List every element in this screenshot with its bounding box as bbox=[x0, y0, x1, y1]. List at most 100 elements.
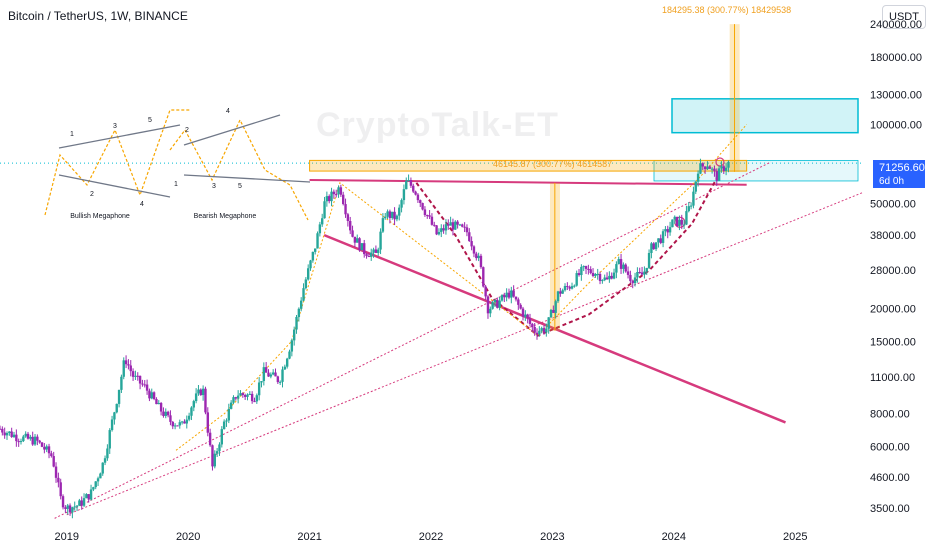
y-axis-label: 11000.00 bbox=[870, 372, 915, 384]
candle-body bbox=[433, 224, 436, 226]
candle-body bbox=[470, 241, 473, 247]
candle-body bbox=[715, 171, 718, 181]
candle-body bbox=[542, 328, 546, 333]
candle-body bbox=[717, 168, 721, 181]
candle-body bbox=[498, 300, 501, 308]
y-axis-label: 38000.00 bbox=[870, 230, 916, 242]
candle-body bbox=[493, 299, 497, 303]
candle-body bbox=[568, 286, 571, 289]
candle-body bbox=[201, 388, 205, 396]
candle-body bbox=[370, 252, 373, 257]
candle-body bbox=[297, 308, 301, 318]
support-line-upper bbox=[54, 161, 772, 519]
candle-body bbox=[138, 375, 142, 384]
candle-body bbox=[222, 421, 226, 430]
candle-body bbox=[54, 466, 58, 478]
y-axis-label: 20000.00 bbox=[870, 304, 916, 316]
target-measurement-label: 184295.38 (300.77%) 18429538 bbox=[662, 5, 791, 15]
candle-body bbox=[257, 382, 261, 396]
candle-body bbox=[682, 224, 686, 226]
candle-body bbox=[59, 482, 62, 497]
candle-body bbox=[505, 292, 508, 298]
candle-body bbox=[372, 249, 375, 253]
candle-body bbox=[570, 286, 574, 289]
candle-body bbox=[218, 444, 221, 452]
candle-body bbox=[652, 243, 655, 250]
candle-body bbox=[650, 243, 653, 253]
candle-body bbox=[255, 395, 259, 402]
candle-body bbox=[103, 458, 107, 463]
candle-body bbox=[33, 436, 37, 445]
candle-body bbox=[608, 275, 611, 280]
candle-body bbox=[134, 375, 137, 377]
currency-button[interactable]: USDT bbox=[882, 5, 926, 29]
candle-body bbox=[479, 255, 483, 268]
candle-body bbox=[561, 290, 564, 294]
support-line-lower bbox=[66, 192, 863, 516]
candle-body bbox=[38, 440, 41, 443]
pattern-lower-line bbox=[58, 174, 171, 198]
candle-body bbox=[596, 274, 599, 276]
candle-body bbox=[239, 393, 242, 396]
target-zone-box bbox=[671, 98, 859, 134]
pattern-point-label: 2 bbox=[90, 191, 94, 198]
candle-body bbox=[416, 194, 420, 201]
candle-body bbox=[643, 271, 646, 275]
resistance-measurement-label: 46145.87 (300.77%) 4614587 bbox=[493, 159, 612, 169]
candle-body bbox=[129, 365, 132, 372]
y-axis-label: 100000.00 bbox=[870, 119, 922, 131]
candle-body bbox=[477, 255, 480, 259]
candle-body bbox=[141, 383, 144, 385]
candle-body bbox=[454, 221, 457, 230]
chart-title: Bitcoin / TetherUS, 1W, BINANCE bbox=[8, 9, 188, 23]
x-axis-label: 2021 bbox=[297, 531, 321, 543]
candle-body bbox=[468, 232, 471, 242]
candle-body bbox=[40, 442, 44, 447]
y-axis-label: 15000.00 bbox=[870, 337, 916, 349]
candle-body bbox=[96, 478, 100, 482]
candle-body bbox=[563, 285, 567, 291]
candle-body bbox=[573, 285, 576, 287]
candle-body bbox=[243, 395, 247, 397]
candle-body bbox=[332, 191, 336, 195]
candle-body bbox=[194, 393, 198, 402]
candle-body bbox=[122, 360, 125, 377]
candle-body bbox=[388, 211, 392, 218]
candle-body bbox=[197, 389, 200, 394]
candle-body bbox=[113, 412, 116, 420]
candle-body bbox=[654, 242, 658, 250]
axis-ticks: 240000.00 180000.00 130000.00 100000.00 5000… bbox=[55, 19, 922, 543]
y-axis-label: 4600.00 bbox=[870, 472, 910, 484]
candle-body bbox=[185, 419, 188, 424]
candle-body bbox=[94, 481, 97, 488]
candle-body bbox=[295, 317, 298, 330]
candle-body bbox=[152, 392, 156, 400]
candle-body bbox=[45, 446, 48, 450]
candle-body bbox=[531, 323, 534, 327]
candle-body bbox=[402, 189, 406, 201]
pattern-point-label: 4 bbox=[140, 201, 144, 208]
candle-body bbox=[68, 505, 72, 513]
candle-body bbox=[503, 295, 506, 298]
candle-body bbox=[106, 448, 109, 459]
pattern-point-label: 1 bbox=[70, 131, 74, 138]
pattern-lower-line bbox=[183, 174, 311, 183]
candle-body bbox=[636, 272, 639, 278]
candle-body bbox=[127, 364, 130, 366]
candle-body bbox=[36, 436, 39, 441]
candle-body bbox=[248, 393, 252, 395]
candle-body bbox=[143, 384, 146, 386]
candle-body bbox=[549, 309, 553, 318]
pattern-name-label: Bullish Megaphone bbox=[70, 213, 130, 220]
candle-body bbox=[419, 200, 422, 204]
candle-body bbox=[377, 249, 380, 253]
candle-body bbox=[320, 218, 324, 225]
candle-body bbox=[412, 185, 415, 192]
candle-body bbox=[519, 304, 522, 309]
candle-body bbox=[538, 330, 541, 335]
candle-body bbox=[463, 226, 466, 228]
candle-body bbox=[204, 388, 207, 413]
candle-body bbox=[229, 402, 233, 409]
projection-path bbox=[175, 124, 748, 451]
